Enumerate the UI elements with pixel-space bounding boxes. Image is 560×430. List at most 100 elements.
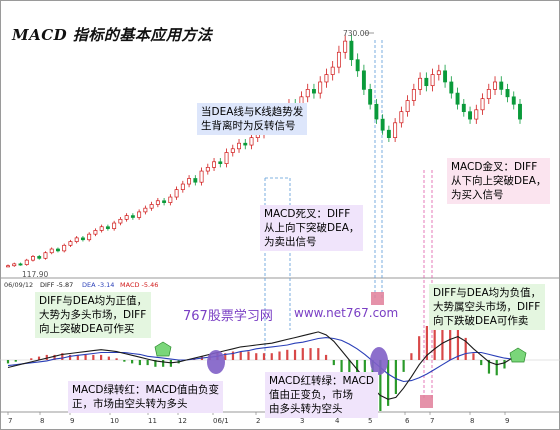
marker-purple-right [370,347,388,375]
dea-line [7,337,521,383]
callout-golden-cross: MACD金叉：DIFF 从下向上突破DEA， 为买入信号 [447,158,551,204]
candle-body [230,148,235,153]
x-tick-label: 3 [300,417,304,425]
marker-pink-bottom [420,395,433,408]
candle-body [149,204,154,209]
candle-body [393,122,398,139]
x-tick-label: 8 [470,417,474,425]
candle-body [305,89,310,98]
candle-body [12,263,17,267]
candle-body [162,200,167,203]
candle-body [193,178,198,183]
price-low-label: 117.90 [22,270,48,279]
candle-body [343,40,348,53]
candle-body [436,70,441,75]
candle-body [155,200,160,205]
candle-body [99,226,104,231]
candle-body [174,189,179,198]
candle-body [405,100,410,113]
marker-pink-top [371,292,384,305]
candle-body [330,66,335,75]
candle-body [430,74,435,87]
macd-macd-label: MACD -5.46 [120,281,158,289]
candle-body [318,81,323,94]
candle-body [199,170,204,183]
x-tick-label: 5 [368,417,372,425]
macd-date: 06/09/12 [4,281,33,289]
candle-body [511,96,516,105]
candle-body [224,152,229,164]
x-tick-label: 11 [148,417,157,425]
guide-lines [264,40,433,398]
candle-body [368,89,373,105]
candle-body [424,77,429,87]
candle-body [68,241,73,246]
candle-body [443,70,448,83]
candle-body [187,178,192,185]
callout-red-to-green: MACD红转绿：MACD 值由正变负，市场 由多头转为空头 [265,372,378,418]
candle-body [49,248,54,254]
candle-body [468,111,472,120]
candle-body [74,237,79,242]
price-high-label: 730.00 [343,29,369,38]
candle-body [112,222,117,229]
candle-body [6,265,10,268]
candle-body [249,137,254,146]
candle-body [130,215,135,218]
candle-body [168,196,173,203]
candle-body [355,59,360,72]
candle-body [124,215,129,220]
x-tick-label: 4 [335,417,340,425]
candle-body [43,252,48,259]
x-tick-label: 8 [40,417,44,425]
x-tick-label: 6 [405,417,410,425]
candle-body [62,244,67,252]
candle-body [361,70,366,90]
candle-body [474,109,479,120]
candle-body [461,103,466,113]
candle-body [374,103,379,120]
candle-body [411,89,416,101]
x-tick-label: 10 [110,417,119,425]
candle-body [205,166,210,172]
candle-body [218,161,223,164]
candle-body [312,89,316,94]
x-tick-label: 2 [256,417,260,425]
candle-body [399,111,404,124]
callout-bear-market: DIFF与DEA均为负值， 大势属空头市场，DIFF 向下跌破DEA可作卖 [429,284,546,330]
candle-body [237,142,241,150]
candle-body [31,256,35,261]
chart-title: MACD 指标的基本应用方法 [12,26,213,44]
marker-green-left [154,341,172,357]
marker-green-right [509,347,527,363]
x-tick-label: 7 [430,417,434,425]
candle-body [336,51,341,68]
candle-body [486,89,491,100]
candle-body [480,98,485,111]
callout-death-cross: MACD死叉：DIFF 从上向下突破DEA， 为卖出信号 [260,205,364,251]
x-tick-label: 9 [70,417,74,425]
candle-body [18,263,23,266]
watermark-site-url: www.net767.com [294,306,399,320]
x-tick-label: 12 [178,417,187,425]
candle-body [80,237,85,241]
candle-body [105,226,110,229]
candle-body [418,77,423,90]
marker-purple-left [207,350,225,374]
x-tick-label: 7 [8,417,12,425]
candle-body [37,256,42,259]
callout-green-to-red: MACD绿转红：MACD值由负变 正，市场由空头转为多头 [68,381,223,413]
candle-body [243,142,248,146]
candle-body [449,81,454,94]
candle-body [87,233,92,241]
x-tick-label: 9 [505,417,509,425]
candle-body [499,81,504,90]
candle-body [455,92,460,105]
candle-body [143,207,148,213]
x-axis: 7 8 9 10 11 12 06/1 2 3 4 5 6 7 8 9 [7,412,509,425]
candle-body [93,230,98,235]
callout-divergence: 当DEA线与K线趋势发 生背离时为反转信号 [197,103,308,135]
candle-body [505,89,510,98]
candle-body [180,183,185,190]
x-tick-label: 06/1 [213,417,229,425]
